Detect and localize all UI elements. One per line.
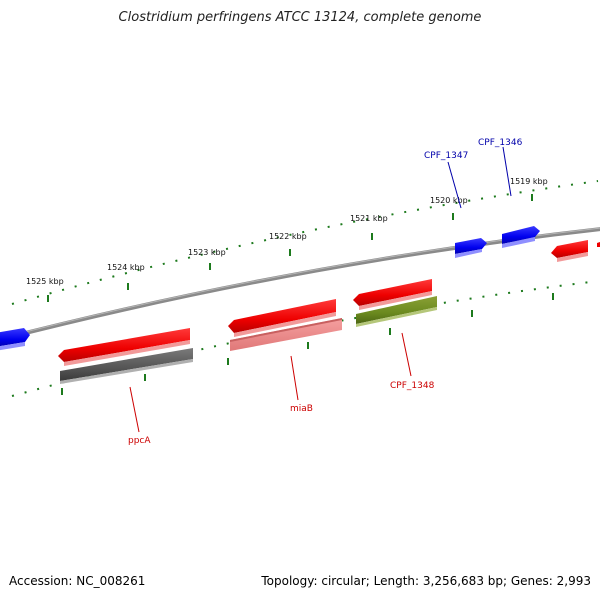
leader-line-cpf-1346 [502,146,512,197]
map-title: Clostridium perfringens ATCC 13124, comp… [118,10,482,25]
gene-label-cpf-1347[interactable]: CPF_1347 [424,151,468,161]
leader-line-miaB [290,355,299,401]
inner-major-ticks [61,293,554,395]
feature-track-ppcA-gray[interactable] [60,348,193,384]
inner-tick-ruler [11,281,591,397]
genome-summary-label: Topology: circular; Length: 3,256,683 bp… [261,574,591,588]
tick-label-1521: 1521 kbp [350,214,388,223]
forward-cds-cpf-1346[interactable] [502,226,540,248]
gene-label-miaB[interactable]: miaB [290,404,313,414]
reverse-cds-miaB[interactable] [228,299,336,337]
tick-label-1525: 1525 kbp [26,277,64,286]
tick-label-1519: 1519 kbp [510,177,548,186]
tick-label-1524: 1524 kbp [107,263,145,272]
leader-line-cpf-1348 [401,332,412,377]
feature-track-miaB-pink[interactable] [230,318,342,351]
reverse-cds-cpf-1348[interactable] [353,279,432,310]
tick-label-1523: 1523 kbp [188,248,226,257]
forward-cds-cpf-1347[interactable] [455,238,487,258]
reverse-cds-right-edge[interactable] [551,240,600,262]
tick-label-1522: 1522 kbp [269,232,307,241]
tick-label-1520: 1520 kbp [430,196,468,205]
gene-label-cpf-1346[interactable]: CPF_1346 [478,138,523,148]
gene-label-cpf-1348[interactable]: CPF_1348 [390,381,435,391]
accession-label: Accession: NC_008261 [9,574,146,588]
outer-tick-ruler [11,180,599,305]
gene-label-ppcA[interactable]: ppcA [128,436,151,446]
leader-line-ppcA [129,386,140,433]
reverse-cds-ppcA[interactable] [58,328,190,366]
feature-track-cpf-1348-olive[interactable] [356,296,437,327]
forward-cds-left-edge[interactable] [0,328,30,351]
leader-line-cpf-1347 [447,161,462,209]
outer-major-ticks [47,194,533,302]
